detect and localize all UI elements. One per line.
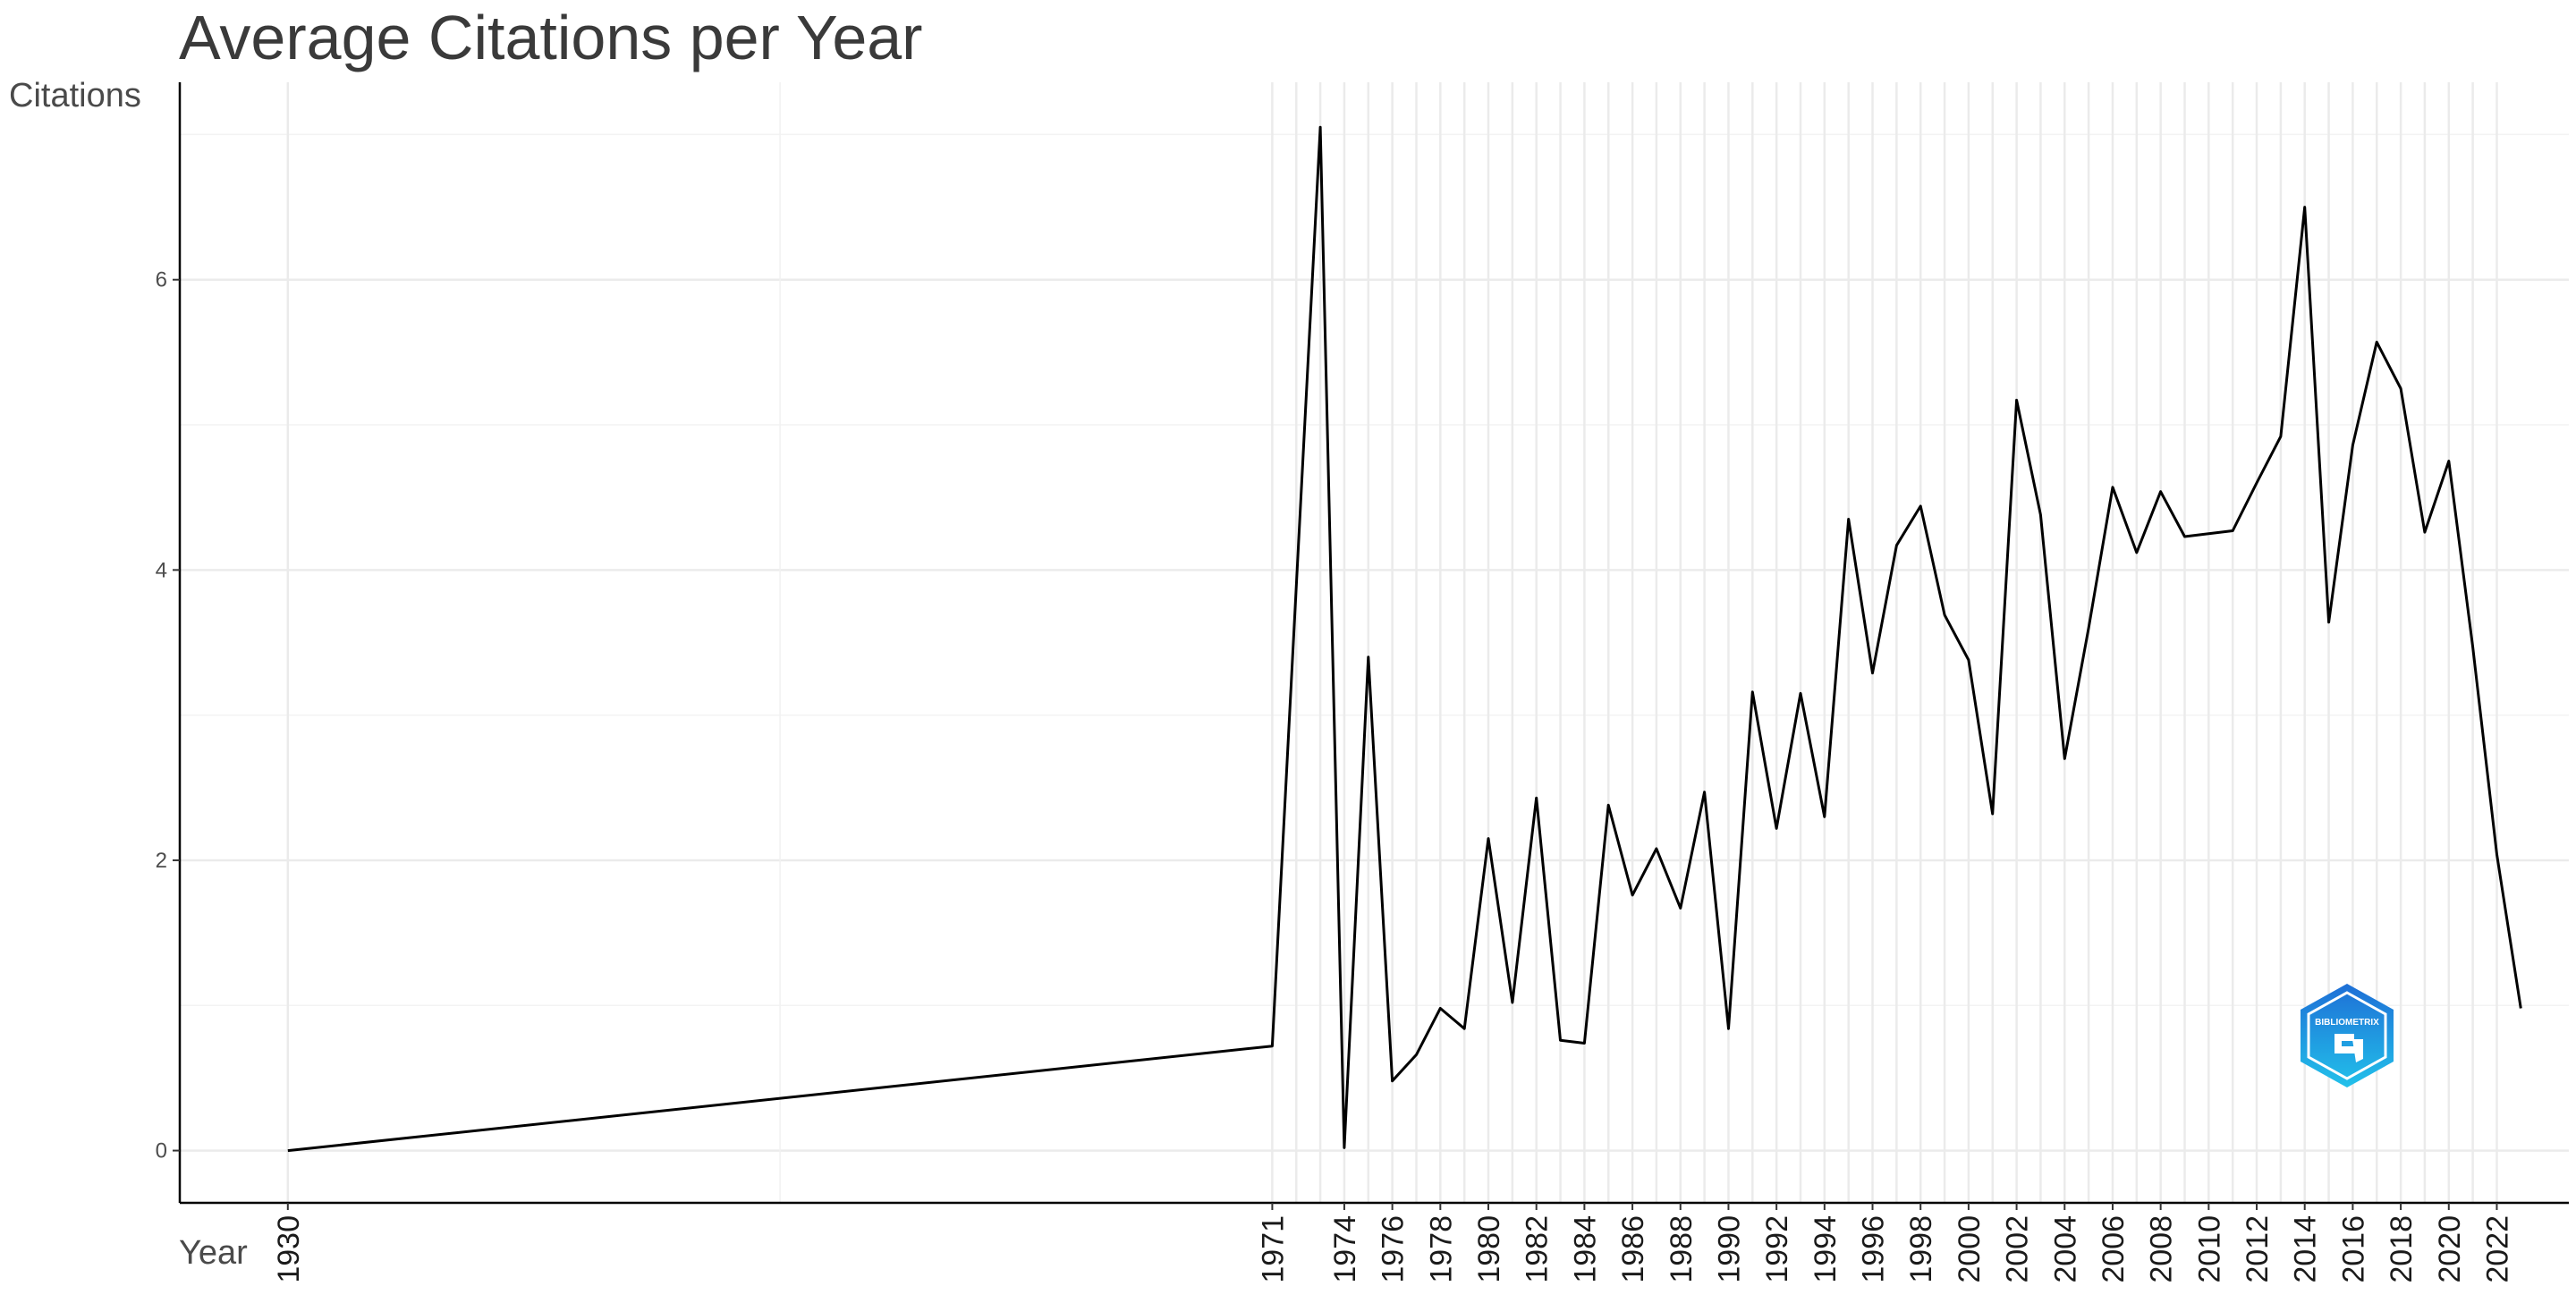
x-tick-label: 2002 xyxy=(2001,1215,2035,1283)
x-tick-label: 2014 xyxy=(2289,1215,2323,1283)
x-tick-label: 1994 xyxy=(1809,1215,1843,1283)
major-grid-y xyxy=(180,278,2569,1152)
y-tick-labels: 0 2 4 6 xyxy=(156,268,180,1163)
x-tick-label: 1982 xyxy=(1521,1215,1555,1283)
x-tick-label: 1930 xyxy=(272,1215,306,1283)
x-tick-label: 1974 xyxy=(1328,1215,1362,1283)
series-line xyxy=(287,125,2522,1153)
y-tick-label: 2 xyxy=(156,849,167,873)
x-tick-label: 1990 xyxy=(1712,1215,1746,1283)
x-tick-label: 2020 xyxy=(2433,1215,2467,1283)
grid-x xyxy=(286,82,2498,1203)
x-tick-label: 2008 xyxy=(2145,1215,2179,1283)
x-tick-label: 1996 xyxy=(1857,1215,1891,1283)
chart-title: Average Citations per Year xyxy=(179,3,923,72)
x-tick-label: 2022 xyxy=(2480,1215,2514,1283)
x-tick-label: 2006 xyxy=(2097,1215,2131,1283)
x-axis-label: Year xyxy=(179,1234,248,1272)
axes xyxy=(178,82,2569,1205)
x-tick-label: 2012 xyxy=(2241,1215,2275,1283)
x-tick-label: 1986 xyxy=(1616,1215,1650,1283)
y-tick-label: 4 xyxy=(156,558,167,582)
y-tick-label: 6 xyxy=(156,268,167,292)
x-tick-label: 2000 xyxy=(1953,1215,1987,1283)
x-tick-label: 2010 xyxy=(2192,1215,2226,1283)
minor-grid-y xyxy=(180,133,2569,1007)
x-tick-label: 2018 xyxy=(2385,1215,2419,1283)
x-tick-label: 2016 xyxy=(2336,1215,2370,1283)
x-tick-labels: 1930 1971 1974 1976 1978 1980 1982 1984 1986 1988… xyxy=(272,1203,2514,1283)
x-tick-label: 1980 xyxy=(1472,1215,1506,1283)
series-layer xyxy=(287,125,2522,1153)
x-tick-label: 2004 xyxy=(2048,1215,2082,1283)
x-tick-label: 1988 xyxy=(1665,1215,1699,1283)
x-tick-label: 1998 xyxy=(1904,1215,1938,1283)
logo-mark xyxy=(2334,1034,2363,1062)
y-tick-label: 0 xyxy=(156,1139,167,1163)
x-tick-label: 1992 xyxy=(1760,1215,1794,1283)
x-tick-label: 1976 xyxy=(1377,1215,1411,1283)
logo-text: BIBLIOMETRIX xyxy=(2315,1018,2379,1028)
x-tick-label: 1978 xyxy=(1424,1215,1458,1283)
logo-hexagon-inner xyxy=(2307,991,2387,1080)
x-tick-label: 1984 xyxy=(1568,1215,1602,1283)
bibliometrix-logo: BIBLIOMETRIX xyxy=(2301,984,2394,1087)
x-tick-label: 1971 xyxy=(1256,1215,1290,1283)
y-axis-label: Citations xyxy=(9,77,141,114)
